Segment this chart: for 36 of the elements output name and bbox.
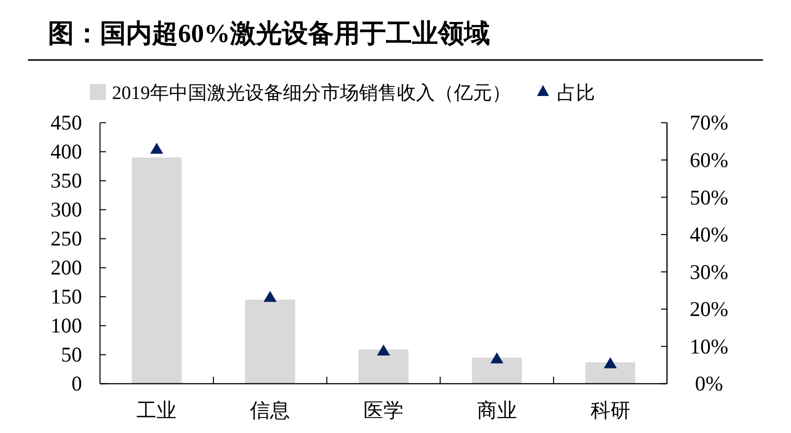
y-tick-label: 100 (50, 314, 82, 338)
y-tick-label: 250 (50, 226, 82, 251)
y2-tick-label: 10% (690, 334, 728, 358)
bar (585, 362, 636, 384)
x-tick-label: 工业 (136, 400, 177, 422)
y2-tick-label: 20% (690, 297, 728, 322)
y2-tick-label: 60% (690, 148, 728, 172)
y-tick-label: 350 (50, 168, 82, 193)
bar (358, 349, 408, 384)
y-tick-label: 200 (50, 256, 82, 280)
bar (245, 300, 296, 384)
y-tick-label: 0 (72, 372, 82, 396)
legend-label: 2019年中国激光设备细分市场销售收入（亿元） (112, 82, 511, 104)
point (264, 290, 277, 302)
bar (472, 358, 522, 384)
x-tick-label: 科研 (590, 400, 630, 422)
y-tick-label: 400 (50, 140, 82, 164)
y2-tick-label: 70% (690, 110, 728, 135)
x-tick-label: 医学 (364, 400, 404, 422)
y2-tick-label: 40% (690, 222, 728, 247)
y-tick-label: 150 (50, 284, 82, 309)
y-tick-label: 50 (61, 342, 82, 367)
y2-tick-label: 50% (690, 185, 728, 210)
point (150, 142, 164, 154)
chart-title: 图：国内超60%激光设备用于工业领域 (48, 19, 490, 48)
point (377, 344, 390, 356)
y2-tick-label: 0% (695, 372, 723, 396)
x-tick-label: 信息 (250, 400, 290, 422)
y-tick-label: 450 (50, 110, 82, 135)
point (490, 352, 504, 364)
y-tick-label: 300 (50, 198, 82, 222)
x-tick-label: 商业 (476, 400, 517, 422)
y2-tick-label: 30% (690, 260, 728, 284)
legend-label: 占比 (557, 83, 595, 104)
point (604, 357, 617, 368)
bar (132, 158, 182, 384)
